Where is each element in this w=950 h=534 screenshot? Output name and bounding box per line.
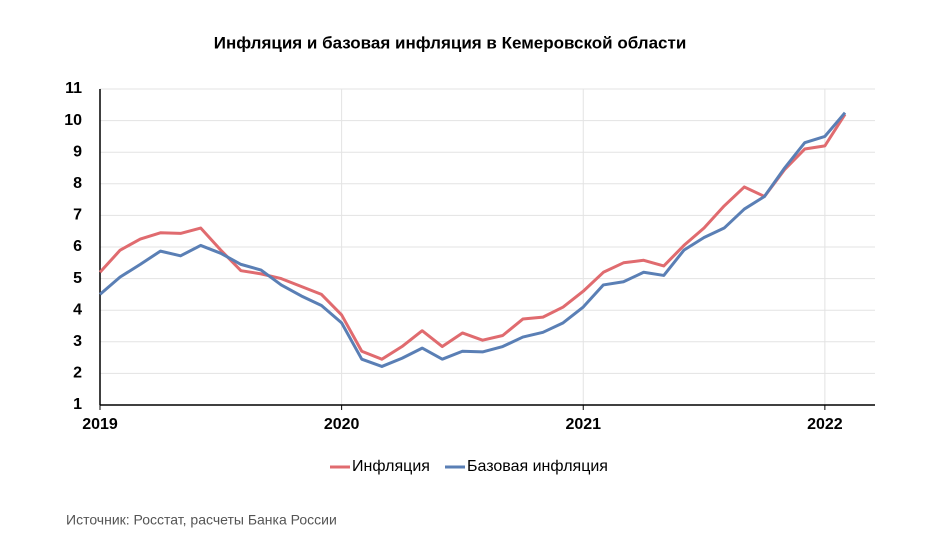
y-tick-label: 8: [73, 175, 82, 192]
series-line: [98, 113, 847, 361]
y-tick-label: 3: [73, 333, 82, 350]
x-tick-label: 2022: [807, 416, 843, 433]
y-tick-label: 10: [64, 112, 82, 129]
y-tick-label: 6: [73, 238, 82, 255]
legend-label: Инфляция: [352, 458, 430, 475]
x-tick-label: 2021: [565, 416, 601, 433]
series-line: [99, 111, 847, 368]
y-tick-label: 4: [73, 301, 82, 318]
y-tick-label: 9: [73, 143, 82, 160]
x-tick-label: 2019: [82, 416, 118, 433]
y-tick-label: 11: [65, 80, 82, 97]
legend-label: Базовая инфляция: [467, 458, 608, 475]
y-tick-label: 1: [73, 396, 82, 413]
y-tick-label: 5: [73, 270, 82, 287]
y-tick-label: 2: [73, 365, 82, 382]
source-note: Источник: Росстат, расчеты Банка России: [66, 512, 337, 528]
x-tick-label: 2020: [324, 416, 360, 433]
chart-title: Инфляция и базовая инфляция в Кемеровско…: [214, 33, 687, 52]
y-tick-label: 7: [73, 207, 82, 224]
